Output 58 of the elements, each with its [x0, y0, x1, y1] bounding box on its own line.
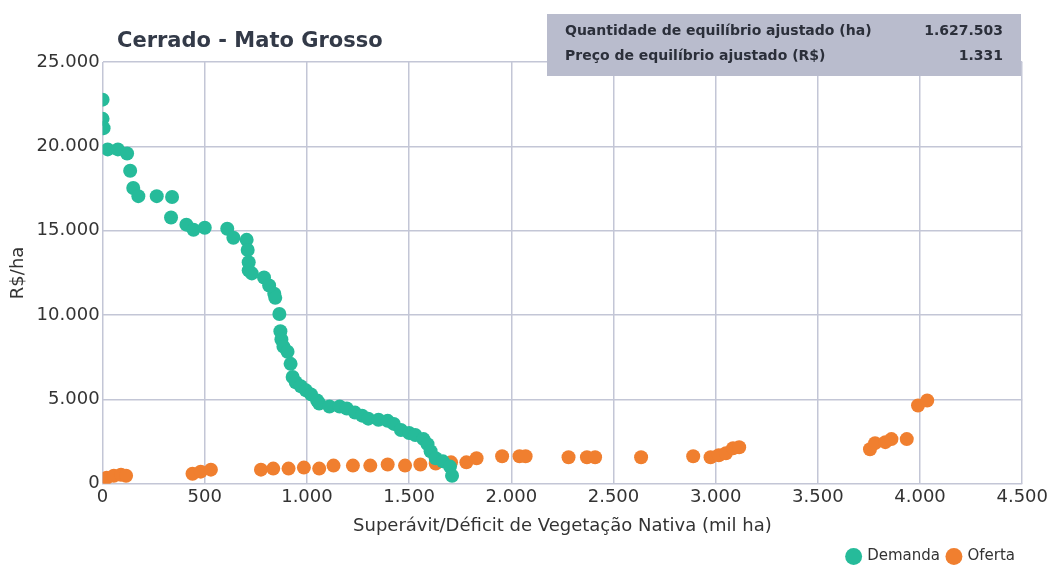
y-tick-label: 25.000	[36, 49, 100, 71]
point	[120, 146, 135, 161]
point	[119, 468, 134, 483]
point	[884, 432, 899, 447]
point	[197, 220, 212, 235]
chart-title: Cerrado - Mato Grosso	[117, 28, 383, 52]
text: 1.627.503	[924, 22, 1003, 40]
legend-label: Oferta	[967, 546, 1016, 565]
point	[226, 230, 241, 245]
point	[588, 450, 603, 465]
point	[283, 356, 298, 371]
x-tick-label: 2.500	[587, 485, 640, 507]
x-tick-label: 1.000	[281, 485, 333, 507]
point	[296, 460, 311, 475]
annotation: Preço de equilíbrio ajustado (R$)	[565, 46, 827, 65]
y-axis-title: R$/ha	[6, 246, 28, 300]
point	[280, 344, 295, 359]
point	[413, 457, 428, 472]
point	[266, 461, 281, 476]
legend-label: Demanda	[867, 546, 940, 565]
x-tick-label: 4.000	[894, 485, 946, 507]
point	[272, 307, 287, 322]
point	[445, 468, 460, 483]
point	[398, 458, 413, 473]
x-tick-label: 3.000	[689, 485, 742, 507]
y-tick-label: 10.000	[36, 302, 100, 324]
point	[281, 461, 296, 476]
x-tick-label: 4.500	[996, 485, 1048, 507]
text: Quantidade de equilíbrio ajustado (ha)	[565, 22, 873, 40]
point	[345, 458, 360, 473]
point	[561, 450, 576, 465]
point	[131, 189, 146, 204]
x-tick-label: 3.500	[792, 485, 844, 507]
point	[312, 461, 327, 476]
point	[899, 432, 914, 447]
point	[164, 210, 179, 225]
point	[203, 462, 218, 477]
point	[380, 457, 395, 472]
point	[253, 462, 268, 477]
point	[495, 449, 510, 464]
point	[165, 189, 180, 204]
point	[363, 458, 378, 473]
point	[686, 449, 701, 464]
point	[469, 451, 484, 466]
x-axis-title: Superávit/Déficit de Vegetação Nativa (mil ha)	[353, 513, 772, 535]
y-tick-label: 5.000	[48, 387, 100, 409]
x-tick-label: 500	[187, 485, 222, 507]
x-tick-label: 1.500	[383, 485, 435, 507]
point	[149, 189, 164, 204]
y-tick-label: 20.000	[36, 134, 100, 156]
x-tick-label: 2.000	[485, 485, 538, 507]
point	[634, 450, 649, 465]
point	[920, 393, 935, 408]
point	[326, 458, 341, 473]
point	[123, 163, 138, 178]
y-tick-label: 15.000	[36, 218, 100, 240]
annotation: 1.331	[957, 46, 1003, 65]
point	[240, 242, 255, 257]
